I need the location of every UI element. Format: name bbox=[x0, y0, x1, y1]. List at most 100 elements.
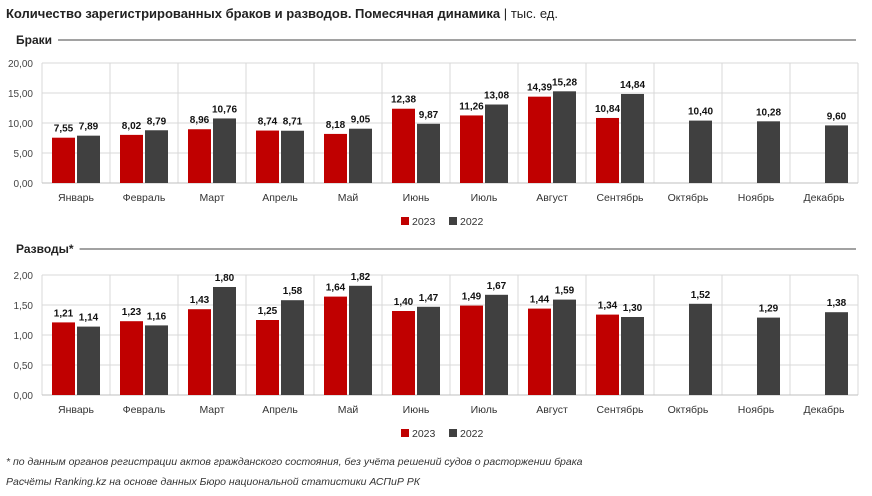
chart-divorces-legend-label: 2023 bbox=[412, 428, 436, 440]
chart-marriages-category-label: Август bbox=[536, 192, 568, 204]
chart-marriages-legend-label: 2022 bbox=[460, 216, 484, 228]
chart-divorces-data-label: 1,44 bbox=[530, 295, 550, 306]
chart-divorces-category-label: Май bbox=[338, 404, 359, 416]
chart-marriages-category-label: Июнь bbox=[403, 192, 430, 204]
chart-marriages-category-label: Июль bbox=[471, 192, 498, 204]
chart-divorces-category-label: Март bbox=[199, 404, 224, 416]
chart-marriages-data-label: 13,08 bbox=[484, 91, 509, 102]
chart-divorces-bar-2022 bbox=[621, 317, 644, 395]
chart-divorces-data-label: 1,52 bbox=[691, 290, 711, 301]
chart-marriages-bar-2023 bbox=[596, 117, 619, 183]
chart-divorces-data-label: 1,29 bbox=[759, 304, 779, 315]
chart-divorces-data-label: 1,64 bbox=[326, 283, 346, 294]
chart-marriages-bar-2023 bbox=[324, 133, 347, 183]
chart-marriages-category-label: Апрель bbox=[262, 192, 298, 204]
chart-divorces-category-label: Декабрь bbox=[804, 404, 845, 416]
chart-marriages-bar-2022 bbox=[281, 130, 304, 183]
chart-marriages-bar-2023 bbox=[52, 137, 75, 183]
chart-marriages-category-label: Февраль bbox=[123, 192, 166, 204]
chart-divorces-bar-2023 bbox=[52, 322, 75, 395]
footnote-note: * по данным органов регистрации актов гр… bbox=[6, 456, 583, 468]
chart-marriages-category-label: Январь bbox=[58, 192, 95, 204]
chart-marriages-bar-2022 bbox=[689, 120, 712, 183]
chart-marriages-legend-label: 2023 bbox=[412, 216, 436, 228]
chart-divorces-bar-2023 bbox=[392, 311, 415, 395]
chart-marriages-data-label: 10,28 bbox=[756, 107, 781, 118]
chart-divorces-data-label: 1,67 bbox=[487, 281, 507, 292]
chart-divorces-bar-2022 bbox=[145, 325, 168, 395]
chart-marriages-data-label: 15,28 bbox=[552, 77, 577, 88]
chart-divorces-bar-2023 bbox=[528, 308, 551, 395]
chart-divorces-data-label: 1,21 bbox=[54, 308, 74, 319]
chart-divorces-bar-2022 bbox=[553, 299, 576, 395]
chart-divorces-bar-2022 bbox=[281, 300, 304, 395]
chart-divorces-category-label: Апрель bbox=[262, 404, 298, 416]
chart-divorces-bar-2022 bbox=[757, 317, 780, 395]
chart-divorces-category-label: Сентябрь bbox=[596, 404, 644, 416]
chart-divorces-data-label: 1,80 bbox=[215, 273, 235, 284]
chart-divorces-bar-2023 bbox=[596, 314, 619, 395]
chart-divorces-bar-2023 bbox=[120, 321, 143, 395]
chart-marriages-category-label: Декабрь bbox=[804, 192, 845, 204]
chart-divorces-data-label: 1,43 bbox=[190, 295, 210, 306]
chart-marriages-data-label: 11,26 bbox=[459, 101, 484, 112]
page-title: Количество зарегистрированных браков и р… bbox=[6, 6, 558, 21]
chart-marriages-data-label: 10,40 bbox=[688, 107, 713, 118]
chart-divorces-category-label: Февраль bbox=[123, 404, 166, 416]
chart-marriages-bar-2022 bbox=[485, 104, 508, 183]
chart-marriages-ytick-label: 10,00 bbox=[8, 119, 33, 130]
chart-divorces-bar-2022 bbox=[213, 287, 236, 395]
chart-marriages-bar-2023 bbox=[188, 129, 211, 183]
chart-marriages-category-label: Октябрь bbox=[668, 192, 709, 204]
chart-divorces-category-label: Август bbox=[536, 404, 568, 416]
chart-divorces-data-label: 1,30 bbox=[623, 303, 643, 314]
chart-marriages-bar-2023 bbox=[528, 96, 551, 183]
chart-marriages-data-label: 9,87 bbox=[419, 110, 439, 121]
chart-divorces-data-label: 1,59 bbox=[555, 286, 575, 297]
chart-divorces-bar-2022 bbox=[349, 285, 372, 395]
chart-marriages-ytick-label: 15,00 bbox=[8, 89, 33, 100]
chart-divorces-title: Разводы* bbox=[16, 242, 74, 256]
chart-divorces-ytick-label: 0,50 bbox=[14, 361, 34, 372]
chart-divorces-data-label: 1,38 bbox=[827, 298, 847, 309]
chart-divorces-bar-2023 bbox=[324, 296, 347, 395]
chart-divorces-data-label: 1,23 bbox=[122, 307, 142, 318]
chart-marriages-category-label: Сентябрь bbox=[596, 192, 644, 204]
chart-divorces-bar-2022 bbox=[825, 312, 848, 395]
chart-marriages-category-label: Ноябрь bbox=[738, 192, 775, 204]
chart-divorces-category-label: Июнь bbox=[403, 404, 430, 416]
chart-marriages-data-label: 8,79 bbox=[147, 116, 167, 127]
chart-marriages-bar-2022 bbox=[349, 128, 372, 183]
chart-marriages-bar-2023 bbox=[256, 130, 279, 183]
chart-marriages-category-label: Март bbox=[199, 192, 224, 204]
chart-marriages-legend-swatch bbox=[449, 217, 457, 225]
chart-marriages-data-label: 7,89 bbox=[79, 122, 99, 133]
chart-divorces-bar-2022 bbox=[417, 306, 440, 395]
chart-marriages-bar-2022 bbox=[757, 121, 780, 183]
chart-marriages-legend-swatch bbox=[401, 217, 409, 225]
chart-divorces-legend-swatch bbox=[449, 429, 457, 437]
chart-marriages-data-label: 10,84 bbox=[595, 104, 620, 115]
chart-marriages-data-label: 8,96 bbox=[190, 115, 210, 126]
chart-divorces-category-label: Ноябрь bbox=[738, 404, 775, 416]
chart-marriages-title: Браки bbox=[16, 33, 52, 47]
chart-divorces-ytick-label: 2,00 bbox=[14, 271, 34, 282]
chart-marriages-data-label: 8,02 bbox=[122, 121, 142, 132]
chart-marriages-data-label: 14,39 bbox=[527, 83, 552, 94]
chart-divorces-data-label: 1,58 bbox=[283, 286, 303, 297]
chart-divorces-bar-2022 bbox=[77, 326, 100, 395]
chart-marriages-data-label: 10,76 bbox=[212, 104, 237, 115]
chart-marriages-data-label: 9,60 bbox=[827, 111, 847, 122]
chart-marriages-ytick-label: 0,00 bbox=[14, 179, 34, 190]
chart-divorces-data-label: 1,82 bbox=[351, 272, 371, 283]
chart-divorces-bar-2022 bbox=[689, 303, 712, 395]
chart-marriages-bar-2022 bbox=[145, 130, 168, 183]
chart-marriages-data-label: 14,84 bbox=[620, 80, 645, 91]
chart-marriages-bar-2022 bbox=[825, 125, 848, 183]
chart-divorces-ytick-label: 1,00 bbox=[14, 331, 34, 342]
chart-marriages-data-label: 12,38 bbox=[391, 95, 416, 106]
title-text: Количество зарегистрированных браков и р… bbox=[6, 6, 501, 21]
chart-divorces-category-label: Июль bbox=[471, 404, 498, 416]
chart-marriages-bar-2022 bbox=[77, 135, 100, 183]
